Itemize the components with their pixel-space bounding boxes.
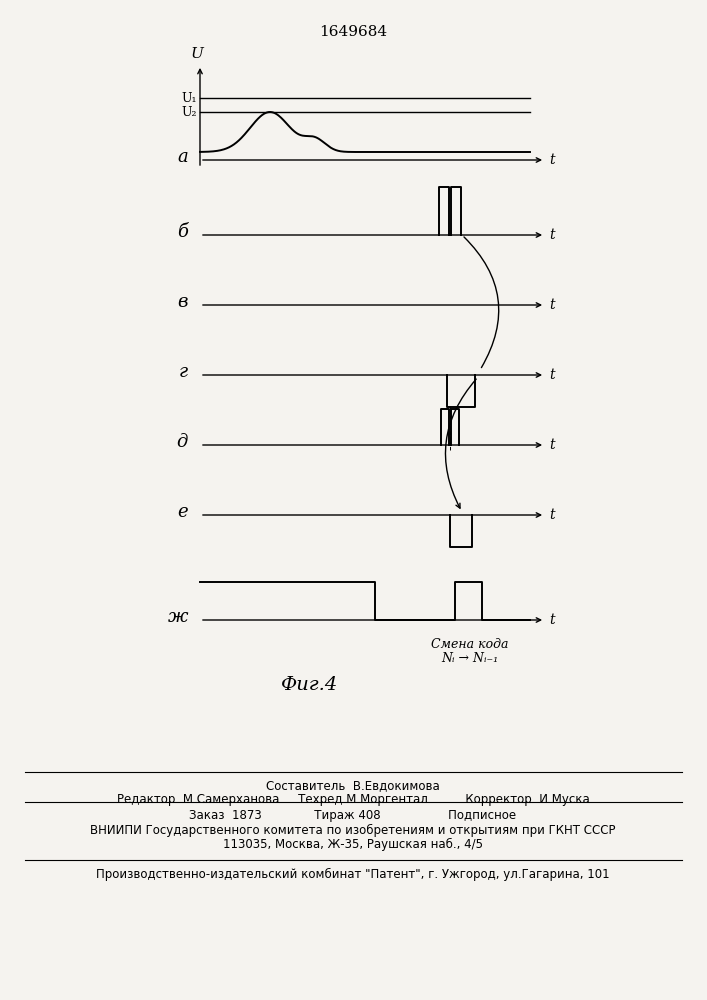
FancyArrowPatch shape: [445, 379, 477, 508]
Text: t: t: [549, 228, 554, 242]
Text: б: б: [177, 223, 188, 241]
Text: ВНИИПИ Государственного комитета по изобретениям и открытиям при ГКНТ СССР: ВНИИПИ Государственного комитета по изоб…: [90, 823, 616, 837]
Text: г: г: [179, 363, 188, 381]
Text: t: t: [549, 153, 554, 167]
Text: t: t: [549, 298, 554, 312]
Text: д: д: [177, 433, 188, 451]
Text: а: а: [177, 148, 188, 166]
Text: U₁: U₁: [182, 92, 197, 104]
Text: Смена кода: Смена кода: [431, 638, 509, 651]
Text: 113035, Москва, Ж-35, Раушская наб., 4/5: 113035, Москва, Ж-35, Раушская наб., 4/5: [223, 837, 483, 851]
Text: Nᵢ → Nᵢ₋₁: Nᵢ → Nᵢ₋₁: [441, 652, 498, 665]
Text: t: t: [549, 438, 554, 452]
Text: в: в: [177, 293, 188, 311]
Text: t: t: [549, 508, 554, 522]
Text: ж: ж: [168, 608, 188, 626]
Text: t: t: [549, 368, 554, 382]
Text: 1649684: 1649684: [319, 25, 387, 39]
Text: t: t: [549, 613, 554, 627]
Text: U: U: [191, 47, 204, 61]
Text: е: е: [177, 503, 188, 521]
Text: Составитель  В.Евдокимова: Составитель В.Евдокимова: [266, 780, 440, 792]
Text: U₂: U₂: [182, 105, 197, 118]
Text: Фиг.4: Фиг.4: [281, 676, 339, 694]
Text: Заказ  1873              Тираж 408                  Подписное: Заказ 1873 Тираж 408 Подписное: [189, 810, 517, 822]
Text: Редактор  М.Самерханова     Техред М.Моргентал          Корректор  И.Муска: Редактор М.Самерханова Техред М.Моргента…: [117, 794, 590, 806]
Text: Производственно-издательский комбинат "Патент", г. Ужгород, ул.Гагарина, 101: Производственно-издательский комбинат "П…: [96, 867, 610, 881]
FancyArrowPatch shape: [464, 237, 498, 368]
